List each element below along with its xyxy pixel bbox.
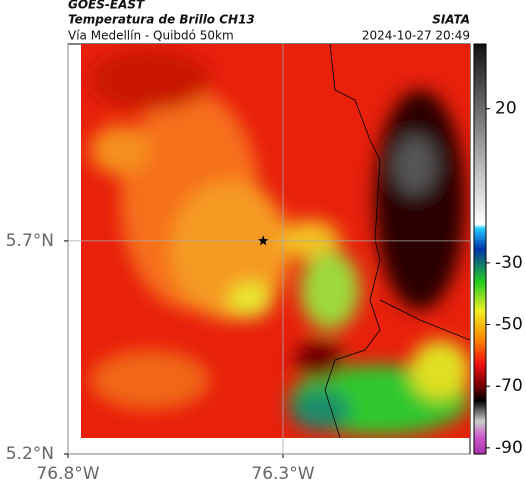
subtitle: Temperatura de Brillo CH13 (68, 13, 255, 27)
y-tick-label: 5.2°N (6, 444, 54, 464)
colorbar (473, 43, 487, 455)
colorbar-tick-label: 20 (495, 99, 517, 119)
x-tick-label: 76.3°W (251, 464, 314, 484)
colorbar-tick-label: -30 (495, 253, 523, 273)
route: Vía Medellín - Quibdó 50km (68, 29, 234, 43)
title: GOES-EAST (68, 0, 145, 12)
colorbar-tick-label: -90 (495, 438, 523, 458)
y-tick-label: 5.7°N (6, 231, 54, 251)
satellite-image (81, 44, 470, 438)
location-marker (258, 235, 269, 246)
x-tick-label: 76.8°W (36, 464, 99, 484)
source: SIATA (432, 13, 470, 27)
colorbar-tick-label: -70 (495, 376, 523, 396)
timestamp: 2024-10-27 20:49 (362, 29, 470, 43)
colorbar-tick-label: -50 (495, 315, 523, 335)
